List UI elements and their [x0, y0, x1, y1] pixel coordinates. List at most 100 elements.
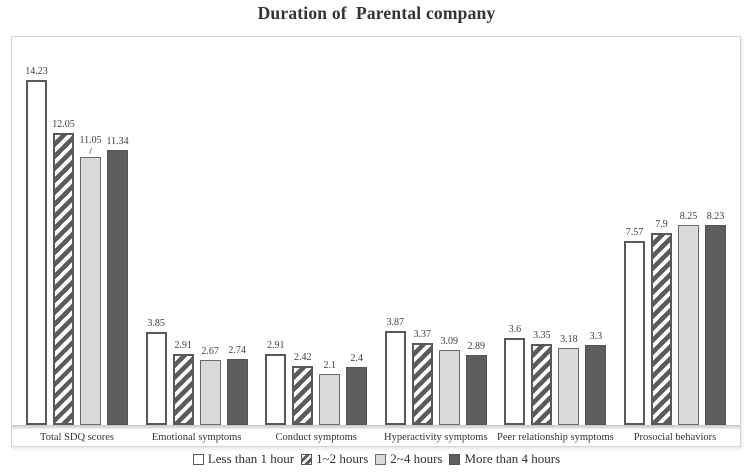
value-label: 7.57: [625, 227, 644, 238]
bar-and-label: 3.37: [411, 329, 433, 425]
value-label: 2.1: [323, 360, 336, 371]
bar-solid-light-gray: [677, 225, 699, 425]
bar-solid-dark-gray: [704, 225, 726, 425]
bar-outline-white: [504, 338, 526, 425]
bar-solid-light-gray: [319, 374, 341, 425]
bar-solid-dark-gray: [346, 367, 368, 425]
bar-solid-dark-gray: [585, 345, 607, 425]
bar-and-label: 2.67: [199, 346, 221, 425]
bar-diagonal-hatch: [172, 354, 194, 425]
value-label: 11.34: [106, 136, 129, 147]
legend-label: 2~4 hours: [390, 451, 443, 466]
category-cell: Peer relationship symptoms: [497, 431, 614, 445]
bar-group: 14.23 12.05 11.05 11.34: [25, 66, 129, 425]
bar-outline-white: [145, 332, 167, 425]
category-cell: Prosocial behaviors: [624, 431, 726, 445]
value-label: 2.42: [293, 352, 312, 363]
value-label: 3.35: [533, 330, 551, 341]
chart-title: Duration of Parental company: [257, 3, 496, 23]
bar-diagonal-hatch: [292, 366, 314, 425]
bar-and-label: 3.87: [384, 317, 406, 425]
legend-item: 1~2 hours: [301, 451, 368, 467]
bar-diagonal-hatch: [531, 344, 553, 425]
bar-solid-light-gray: [199, 360, 221, 425]
value-label: 3.37: [413, 329, 432, 340]
bar-group: 7.57 7.9 8.25 8.23: [623, 211, 726, 425]
legend-item: More than 4 hours: [449, 451, 560, 467]
bar-and-label: 14.23: [25, 66, 48, 425]
value-label: 8.25: [679, 211, 698, 222]
value-label: 3.6: [508, 324, 522, 335]
category-cell: Emotional symptoms: [146, 431, 248, 445]
bar-diagonal-hatch: [411, 343, 433, 425]
bar-groups: 14.23 12.05 11.05 11.34 3.85 2.91 2.67 2.74 2.91…: [12, 37, 740, 425]
value-label: 3.85: [147, 318, 165, 329]
value-label: 3.09: [440, 336, 459, 347]
bar-and-label: 2.74: [226, 345, 248, 425]
legend: Less than 1 hour 1~2 hours 2~4 hours More t…: [0, 451, 753, 467]
value-label: 2.91: [174, 340, 192, 351]
bar-solid-light-gray: [80, 157, 101, 425]
bar-diagonal-hatch: [53, 133, 74, 425]
bar-group: 2.91 2.42 2.1 2.4: [265, 341, 368, 425]
bar-and-label: 2.42: [292, 352, 314, 425]
value-label: 2.74: [228, 345, 246, 356]
category-label: Prosocial behaviors: [633, 432, 717, 443]
bar-group: 3.87 3.37 3.09 2.89: [384, 317, 487, 425]
bar-and-label: 2.4: [346, 353, 368, 425]
bar-and-label: 7.57: [623, 227, 645, 425]
legend-label: 1~2 hours: [316, 451, 369, 466]
category-labels: Total SDQ scores Emotional symptoms Conduc…: [12, 431, 740, 445]
bar-and-label: 2.89: [465, 341, 487, 425]
value-label: 14.23: [25, 66, 48, 77]
value-label: 12.05: [52, 119, 75, 130]
bar-and-label: 8.25: [677, 211, 699, 425]
value-label: 3.18: [560, 334, 578, 345]
bar-and-label: 7.9: [650, 219, 672, 425]
bar-and-label: 2.91: [172, 340, 194, 425]
category-cell: Conduct symptoms: [265, 431, 367, 445]
legend-swatch: [301, 453, 313, 465]
bar-and-label: 11.05: [79, 136, 102, 425]
bar-and-label: 12.05: [52, 119, 75, 425]
bar-group: 3.85 2.91 2.67 2.74: [145, 318, 248, 425]
value-label: 3.3: [589, 331, 603, 342]
bar-and-label: 3.35: [531, 330, 553, 425]
value-label: 2.4: [350, 353, 363, 364]
bar-diagonal-hatch: [650, 233, 672, 425]
bar-and-label: 2.91: [265, 341, 287, 425]
bar-solid-light-gray: [438, 350, 460, 425]
value-label: 2.89: [467, 341, 486, 352]
value-label: 2.67: [201, 346, 219, 357]
category-label: Peer relationship symptoms: [497, 432, 614, 443]
bar-solid-light-gray: [558, 348, 580, 425]
category-label: Total SDQ scores: [40, 432, 114, 443]
value-label: 11.05: [79, 136, 101, 154]
bar-and-label: 3.18: [558, 334, 580, 425]
bar-group: 3.6 3.35 3.18 3.3: [504, 324, 607, 425]
bar-and-label: 3.3: [585, 331, 607, 425]
value-label: 8.23: [706, 211, 725, 222]
bar-and-label: 3.6: [504, 324, 526, 425]
bar-and-label: 11.34: [106, 136, 129, 425]
legend-item: Less than 1 hour: [192, 451, 295, 467]
value-label: 3.87: [386, 317, 405, 328]
category-cell: Total SDQ scores: [26, 431, 128, 445]
value-label: 7.9: [655, 219, 668, 230]
legend-item: 2~4 hours: [375, 451, 442, 467]
bar-outline-white: [623, 241, 645, 425]
category-label: Emotional symptoms: [151, 432, 242, 443]
legend-label: Less than 1 hour: [207, 451, 295, 466]
bar-and-label: 3.09: [438, 336, 460, 425]
legend-label: More than 4 hours: [464, 451, 561, 466]
category-label: Conduct symptoms: [275, 432, 357, 443]
bar-outline-white: [265, 354, 287, 425]
bar-solid-dark-gray: [226, 359, 248, 425]
bar-outline-white: [384, 331, 406, 425]
category-label: Hyperactivity symptoms: [384, 432, 488, 443]
plot-area: 14.23 12.05 11.05 11.34 3.85 2.91 2.67 2.74 2.91…: [11, 36, 741, 447]
bar-and-label: 2.1: [319, 360, 341, 425]
bar-and-label: 8.23: [704, 211, 726, 425]
bar-solid-dark-gray: [465, 355, 487, 425]
axis-baseline: [12, 425, 740, 429]
